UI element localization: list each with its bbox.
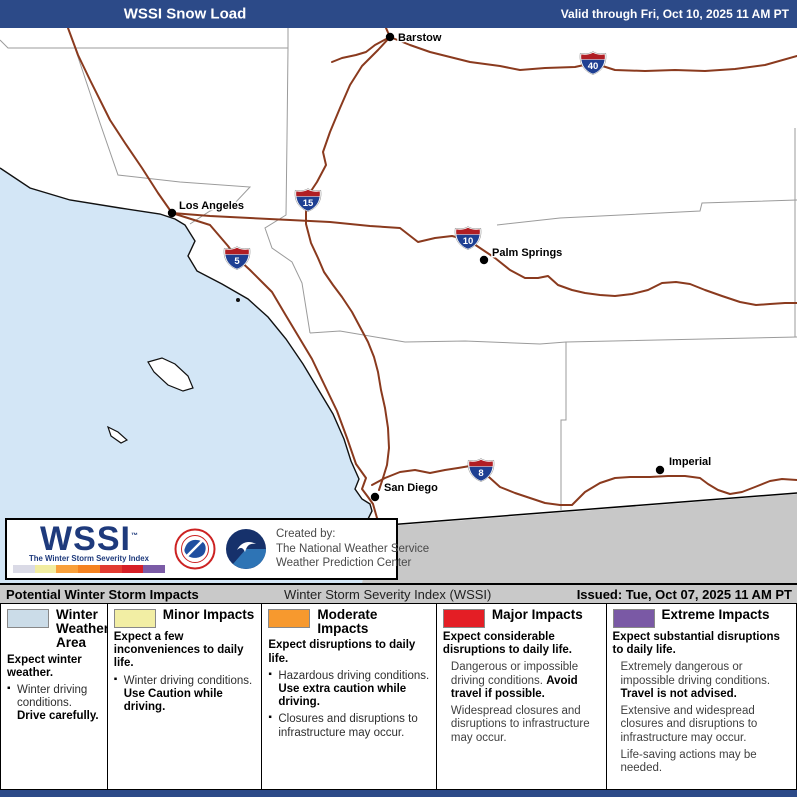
city-dot-san-diego [370,492,380,502]
shield-number: 10 [463,236,474,247]
legend-title: Minor Impacts [162,607,255,622]
city-dot-los-angeles [167,208,177,218]
legend-item: Life-saving actions may be needed. [620,748,757,774]
impacts-title-bar: Potential Winter Storm Impacts Winter St… [0,583,797,604]
legend-intro: Expect substantial disruptions to daily … [612,631,780,657]
coastline [0,167,376,527]
legend-item: Winter driving conditions. Drive careful… [7,683,102,724]
legend-intro: Expect disruptions to daily life. [268,639,416,665]
title-bar: WSSI Snow Load Valid through Fri, Oct 10… [0,0,797,28]
city-dot-barstow [385,32,395,42]
interstate-shield-10: 10 [454,226,482,250]
city-label-los-angeles: Los Angeles [179,200,244,212]
shield-number: 15 [303,198,314,209]
legend-column-minor-impacts: Minor Impacts Expect a few inconvenience… [108,604,263,789]
road-i10 [171,212,797,306]
map-canvas: 40 15 5 10 8 Barstow Los Angeles Palm Sp… [0,27,797,583]
shield-number: 8 [478,468,483,479]
legend-header: Major Impacts [442,607,601,628]
legend-header: Minor Impacts [113,607,257,628]
road-i8 [371,465,797,506]
santa-barbara-island [236,298,240,302]
legend-title: Extreme Impacts [661,607,770,622]
shield-number: 40 [588,61,599,72]
legend-header: Winter Weather Area [7,607,107,651]
san-clemente-island [106,425,129,444]
legend-column-major-impacts: Major Impacts Expect considerable disrup… [437,604,607,789]
wssi-tagline: The Winter Storm Severity Index [29,554,149,564]
map-title: WSSI Snow Load [123,5,247,23]
extreme-impacts-swatch [612,609,655,628]
wssi-logo: WSSI™ The Winter Storm Severity Index [13,519,166,574]
mexico-area [362,494,797,583]
minor-impacts-swatch [113,609,156,628]
legend-item: Extremely dangerous or impossible drivin… [620,661,771,700]
impacts-bar-subtitle: Winter Storm Severity Index (WSSI) [284,586,492,602]
nws-logo-icon [174,528,216,570]
legend-intro: Expect winter weather. [7,653,82,679]
interstate-shield-40: 40 [579,51,607,75]
bottom-accent-strip [0,790,797,797]
created-by-line: Created by: [276,527,336,540]
city-label-san-diego: San Diego [384,482,438,494]
moderate-impacts-swatch [268,609,311,628]
legend-item: Widespread closures and disruptions to i… [450,705,590,744]
map-svg: 40 15 5 10 8 Barstow Los Angeles Palm Sp… [0,27,797,583]
impacts-bar-title: Potential Winter Storm Impacts [6,586,199,602]
created-by-center: Weather Prediction Center [276,557,412,570]
legend-column-moderate-impacts: Moderate Impacts Expect disruptions to d… [262,604,437,789]
city-label-palm-springs: Palm Springs [492,247,562,259]
city-dot-palm-springs [479,255,489,265]
road-hwy58 [331,36,391,63]
city-markers: Barstow Los Angeles Palm Springs San Die… [167,31,713,502]
valid-through-label: Valid through Fri, Oct 10, 2025 11 AM PT [560,7,789,21]
legend-item: Hazardous driving conditions. Use extra … [268,669,431,710]
legend-title: Moderate Impacts [317,607,378,637]
interstate-shield-8: 8 [467,458,495,482]
noaa-logo-icon [226,529,266,569]
city-label-barstow: Barstow [398,32,442,44]
wssi-wordmark: WSSI™ [40,519,138,558]
legend-item: Extensive and widespread closures and di… [620,705,758,744]
legend-title: Winter Weather Area [56,607,108,651]
issued-label: Issued: Tue, Oct 07, 2025 11 AM PT [576,586,792,602]
county-borders [0,28,797,510]
legend-intro: Expect a few inconveniences to daily lif… [113,631,244,670]
legend-item: Dangerous or impossible driving conditio… [450,661,579,700]
legend-item: Winter driving conditions. Use Caution w… [114,674,257,715]
legend-item: Closures and disruptions to infrastructu… [268,712,431,739]
wssi-severity-colorbar [13,565,166,574]
created-by-text: Created by: The National Weather Service… [276,527,429,572]
legend-header: Moderate Impacts [268,607,431,637]
legend-column-winter-weather-area: Winter Weather Area Expect winter weathe… [1,604,108,789]
interstate-shield-5: 5 [223,246,251,270]
legend-intro: Expect considerable disruptions to daily… [442,631,572,657]
impacts-legend: Winter Weather Area Expect winter weathe… [0,604,797,790]
legend-header: Extreme Impacts [612,607,792,628]
shield-number: 5 [234,256,240,267]
legend-title: Major Impacts [491,607,583,622]
legend-column-extreme-impacts: Extreme Impacts Expect substantial disru… [607,604,797,789]
road-i15 [305,27,391,491]
us-mexico-border [373,492,797,527]
city-label-imperial: Imperial [669,456,711,468]
created-by-org: The National Weather Service [276,542,430,555]
interstate-shield-15: 15 [294,188,322,212]
major-impacts-swatch [442,609,485,628]
attribution-box: WSSI™ The Winter Storm Severity Index Cr… [5,518,429,580]
road-i5-north [67,27,173,214]
catalina-island [147,357,194,392]
city-dot-imperial [655,465,665,475]
winter-weather-swatch [7,609,49,628]
